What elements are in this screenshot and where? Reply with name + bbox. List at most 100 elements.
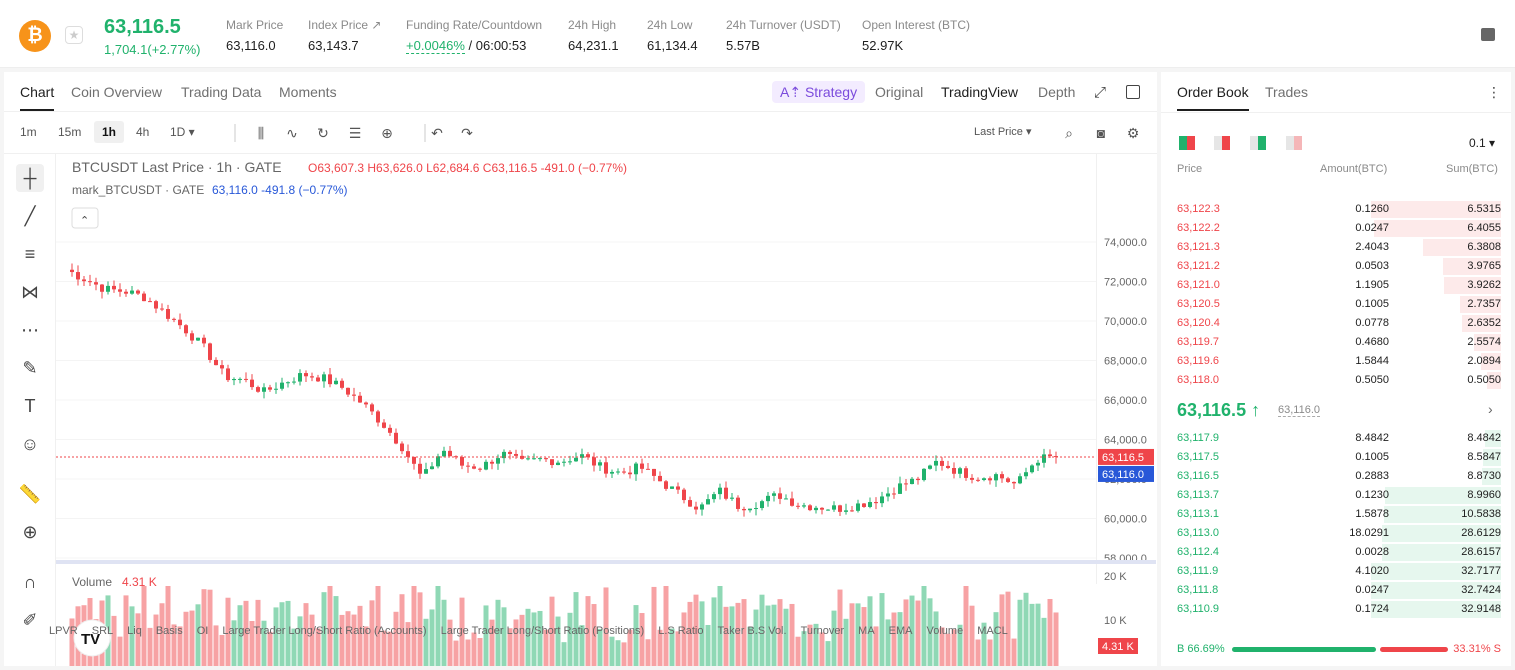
asks-amount: 0.0247 [1355, 222, 1389, 234]
volume-bar [711, 597, 717, 666]
book-icon[interactable] [1481, 28, 1495, 41]
indicator-tab[interactable]: SRL [91, 625, 114, 637]
view-both-icon[interactable] [1179, 136, 1195, 150]
bids-row[interactable]: 63,116.5 0.2883 8.8730 [1161, 467, 1511, 486]
collapse-legend-button[interactable] [71, 207, 99, 229]
template-icon[interactable]: ☰ [348, 125, 362, 141]
timeframe-1h[interactable]: 1h [94, 121, 125, 143]
asks-row[interactable]: 63,119.7 0.4680 2.5574 [1161, 333, 1511, 352]
undo-icon[interactable]: ↶ [431, 125, 443, 141]
tab-coin-overview[interactable]: Coin Overview [71, 84, 163, 100]
asks-row[interactable]: 63,122.2 0.0247 6.4055 [1161, 219, 1511, 238]
fib-icon[interactable]: ⋯ [21, 320, 39, 340]
indicator-tab[interactable]: Large Trader Long/Short Ratio (Accounts) [222, 625, 427, 637]
settings-gear-icon[interactable]: ⚙ [1126, 125, 1140, 141]
asks-row[interactable]: 63,120.5 0.1005 2.7357 [1161, 295, 1511, 314]
timeframe-4h[interactable]: 4h [136, 125, 150, 139]
view-asks-icon[interactable] [1214, 136, 1230, 150]
view-original[interactable]: Original [875, 84, 924, 100]
candle-body [154, 301, 158, 309]
indicator-tab[interactable]: Large Trader Long/Short Ratio (Positions… [440, 625, 645, 637]
lock-draw-icon[interactable]: ✐ [22, 610, 38, 630]
precision-select[interactable]: 0.1 ▾ [1469, 136, 1496, 150]
camera-icon[interactable]: ◙ [1096, 125, 1106, 141]
pattern-icon[interactable]: ⋈ [21, 282, 39, 302]
indicator-tab[interactable]: Basis [155, 625, 183, 637]
tab-trading-data[interactable]: Trading Data [181, 84, 262, 100]
indicator-tab[interactable]: OI [196, 625, 209, 637]
window-icon[interactable] [1126, 85, 1140, 99]
indicator-tab[interactable]: Turnover [800, 625, 845, 637]
bids-row[interactable]: 63,113.0 18.0291 28.6129 [1161, 524, 1511, 543]
asks-row[interactable]: 63,118.0 0.5050 0.5050 [1161, 371, 1511, 390]
asks-sum: 6.3808 [1467, 241, 1501, 253]
view-bids-icon[interactable] [1250, 136, 1266, 150]
asks-row[interactable]: 63,121.3 2.4043 6.3808 [1161, 238, 1511, 257]
bids-row[interactable]: 63,111.9 4.1020 32.7177 [1161, 562, 1511, 581]
trendline-icon[interactable]: ╱ [24, 206, 36, 226]
candle-body [202, 337, 206, 344]
asks-row[interactable]: 63,119.6 1.5844 2.0894 [1161, 352, 1511, 371]
indicator-tab[interactable]: Taker B.S Vol. [717, 625, 787, 637]
bids-row[interactable]: 63,117.9 8.4842 8.4842 [1161, 429, 1511, 448]
magnet-icon[interactable]: ∩ [23, 572, 37, 592]
bids-row[interactable]: 63,110.9 0.1724 32.9148 [1161, 600, 1511, 619]
candle-body [142, 293, 146, 302]
bids-row[interactable]: 63,113.1 1.5878 10.5838 [1161, 505, 1511, 524]
indicator-tab[interactable]: L.S Ratio [658, 625, 704, 637]
tab-order-book[interactable]: Order Book [1177, 84, 1249, 111]
bitcoin-icon: ₿ [19, 20, 51, 52]
chevron-right-icon[interactable]: › [1488, 401, 1493, 417]
timeframe-1m[interactable]: 1m [20, 125, 37, 139]
candle-body [646, 468, 650, 470]
chart-tabs: Chart Coin Overview Trading Data Moments… [4, 72, 1157, 112]
add-indicator-icon[interactable]: ⊕ [381, 125, 393, 141]
price-type-select[interactable]: Last Price ▾ [974, 126, 1032, 138]
tab-trades[interactable]: Trades [1265, 84, 1309, 100]
indicator-icon[interactable]: ∿ [286, 125, 298, 141]
view-alt-icon[interactable] [1286, 136, 1302, 150]
stat-value: 63,116.0 [226, 38, 276, 53]
crosshair-icon[interactable]: ┼ [16, 164, 44, 192]
asks-row[interactable]: 63,122.3 0.1260 6.5315 [1161, 200, 1511, 219]
timeframe-1d[interactable]: 1D ▾ [170, 125, 195, 139]
expand-icon[interactable]: ⤢ [1094, 84, 1107, 101]
ruler-icon[interactable]: 📏 [18, 484, 42, 504]
candle-body [430, 466, 434, 470]
more-menu-icon[interactable]: ⋮ [1487, 84, 1501, 100]
bids-row[interactable]: 63,117.5 0.1005 8.5847 [1161, 448, 1511, 467]
bids-row[interactable]: 63,111.8 0.0247 32.7424 [1161, 581, 1511, 600]
candle-body [610, 471, 614, 474]
price-chart[interactable]: 74,000.0 72,000.0 70,000.0 68,000.0 66,000.0… [56, 154, 1157, 666]
bids-row[interactable]: 63,113.7 0.1230 8.9960 [1161, 486, 1511, 505]
zoom-in-icon[interactable]: ⊕ [22, 522, 38, 542]
view-tradingview[interactable]: TradingView [941, 84, 1019, 100]
indicator-tab[interactable]: Liq [127, 625, 142, 637]
search-icon[interactable]: ⌕ [1065, 125, 1073, 141]
tab-moments[interactable]: Moments [279, 84, 337, 100]
candle-type-icon[interactable]: ⫼ [257, 125, 265, 141]
indicator-tab[interactable]: EMA [888, 625, 913, 637]
brush-icon[interactable]: ✎ [22, 358, 38, 378]
favorite-star-icon[interactable]: ★ [65, 26, 83, 44]
indicator-tab[interactable]: Volume [926, 625, 964, 637]
bids-row[interactable]: 63,112.4 0.0028 28.6157 [1161, 543, 1511, 562]
redo-icon[interactable]: ↷ [461, 125, 473, 141]
refresh-icon[interactable]: ↻ [317, 125, 329, 141]
view-depth[interactable]: Depth [1038, 84, 1076, 100]
indicator-tab[interactable]: MA [858, 625, 875, 637]
asks-row[interactable]: 63,121.2 0.0503 3.9765 [1161, 257, 1511, 276]
indicator-tab[interactable]: LPVR [49, 625, 78, 637]
strategy-button[interactable]: A⇡ Strategy [772, 81, 866, 103]
emoji-icon[interactable]: ☺ [20, 434, 40, 454]
tab-chart[interactable]: Chart [20, 84, 55, 111]
asks-row[interactable]: 63,120.4 0.0778 2.6352 [1161, 314, 1511, 333]
indicator-tab[interactable]: MACL [977, 625, 1008, 637]
legend-title: BTCUSDT Last Price · 1h · GATE [72, 159, 282, 175]
volume-bar [627, 629, 633, 666]
asks-row[interactable]: 63,121.0 1.1905 3.9262 [1161, 276, 1511, 295]
text-icon[interactable]: T [24, 396, 36, 416]
timeframe-15m[interactable]: 15m [58, 125, 82, 139]
horizontal-lines-icon[interactable]: ≡ [24, 244, 36, 264]
candle-body [280, 382, 284, 389]
